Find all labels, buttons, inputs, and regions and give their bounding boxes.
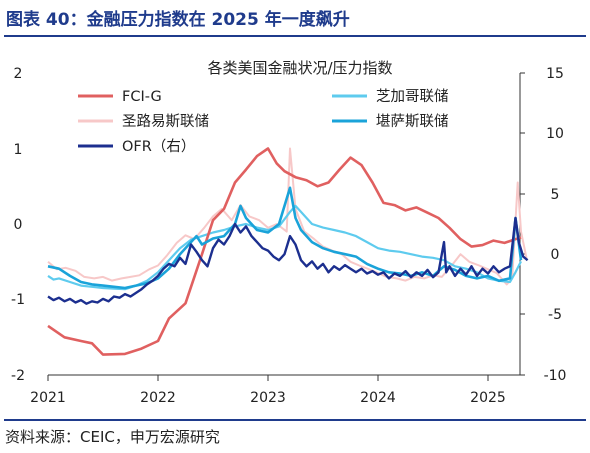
series-line-chicago [47, 204, 522, 291]
series-line-stlouis [47, 147, 528, 286]
left-y-tick: 2 [14, 66, 23, 82]
series-line-ofr [47, 216, 529, 305]
left-y-tick: 1 [14, 142, 23, 158]
left-y-tick: -2 [11, 368, 25, 384]
right-y-tick: 15 [546, 66, 564, 82]
left-y-axis: 2 1 0 -1 -2 [11, 66, 25, 384]
right-y-axis: 15 10 5 0 -5 -10 [519, 66, 567, 384]
right-y-tick: 5 [551, 187, 560, 203]
series-line-fci-g [47, 147, 522, 356]
x-tick: 2025 [470, 390, 506, 406]
plot-area [47, 147, 529, 356]
x-tick: 2023 [250, 390, 286, 406]
x-tick: 2022 [140, 390, 176, 406]
x-axis: 2021 2022 2023 2024 2025 [30, 374, 520, 406]
left-y-tick: -1 [11, 292, 25, 308]
title-divider [4, 35, 586, 37]
left-y-tick: 0 [14, 217, 23, 233]
right-y-tick: 10 [546, 126, 564, 142]
right-y-tick: -10 [544, 368, 567, 384]
chart-canvas: 各类美国金融状况/压力指数 2 1 0 -1 -2 15 10 5 0 -5 -… [11, 59, 567, 406]
legend-label-stlouis: 圣路易斯联储 [122, 113, 209, 130]
figure-title: 图表 40：金融压力指数在 2025 年一度飙升 [6, 10, 350, 30]
legend-label-ofr: OFR（右） [122, 138, 195, 155]
legend-label-fci-g: FCI-G [122, 89, 162, 105]
right-y-tick: -5 [548, 307, 562, 323]
legend-label-chicago: 芝加哥联储 [376, 88, 449, 105]
footer-divider [4, 419, 586, 421]
chart-title: 各类美国金融状况/压力指数 [207, 59, 392, 77]
legend-label-kansas: 堪萨斯联储 [376, 113, 449, 130]
legend: FCI-G 芝加哥联储 圣路易斯联储 堪萨斯联储 OFR（右） [78, 88, 449, 155]
source-note: 资料来源：CEIC，申万宏源研究 [5, 428, 220, 446]
x-tick: 2024 [360, 390, 396, 406]
series-line-kansas [47, 186, 523, 290]
right-y-tick: 0 [551, 247, 560, 263]
x-tick: 2021 [30, 390, 66, 406]
